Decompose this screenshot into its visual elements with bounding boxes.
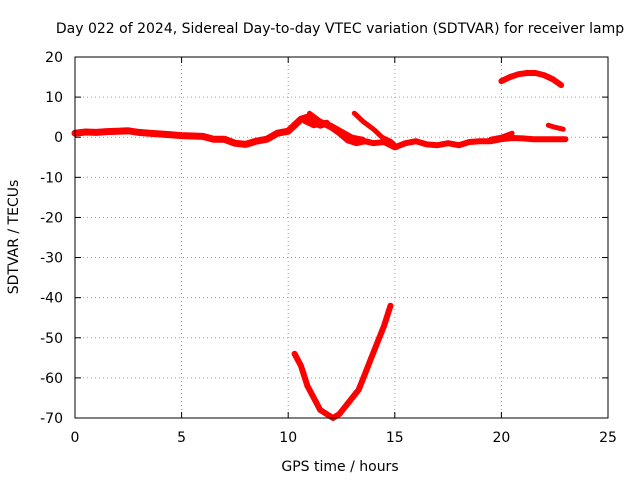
series-mid-day-wave — [302, 118, 569, 151]
tick-layer: 0 5 10 15 20 25 20 10 0 -10 -20 -30 -40 -50 -60 -70 — [40, 50, 617, 446]
chart-title: Day 022 of 2024, Sidereal Day-to-day VTE… — [56, 21, 624, 37]
y-axis-label: SDTVAR / TECUs — [6, 180, 22, 295]
x-tick-label: 5 — [177, 430, 186, 446]
y-tick-label: 10 — [45, 90, 63, 106]
plot-frame — [74, 56, 609, 419]
y-tick-label: -50 — [40, 331, 63, 347]
y-tick-label: -20 — [40, 210, 63, 226]
y-tick-label: -40 — [40, 291, 63, 307]
y-tick-label: -10 — [40, 170, 63, 186]
series-early-loop — [307, 110, 366, 142]
x-tick-label: 25 — [599, 430, 617, 446]
series-baseline-near-zero — [71, 113, 331, 148]
y-tick-label: 20 — [45, 50, 63, 66]
y-tick-label: 0 — [54, 130, 63, 146]
x-tick-label: 20 — [492, 430, 510, 446]
series-deep-dip — [291, 302, 394, 421]
series-upper-arc — [498, 70, 565, 89]
series-late-trend — [488, 130, 515, 142]
y-tick-label: -30 — [40, 251, 63, 267]
grid — [75, 57, 608, 418]
x-tick-label: 10 — [279, 430, 297, 446]
series-upper-right-fragment — [545, 122, 566, 132]
y-tick-label: -60 — [40, 371, 63, 387]
y-tick-label: -70 — [40, 411, 63, 427]
x-axis-label: GPS time / hours — [281, 459, 398, 475]
series-layer — [71, 70, 569, 421]
series-arc-near-14h — [351, 110, 400, 150]
x-tick-label: 15 — [386, 430, 404, 446]
x-tick-label: 0 — [71, 430, 80, 446]
